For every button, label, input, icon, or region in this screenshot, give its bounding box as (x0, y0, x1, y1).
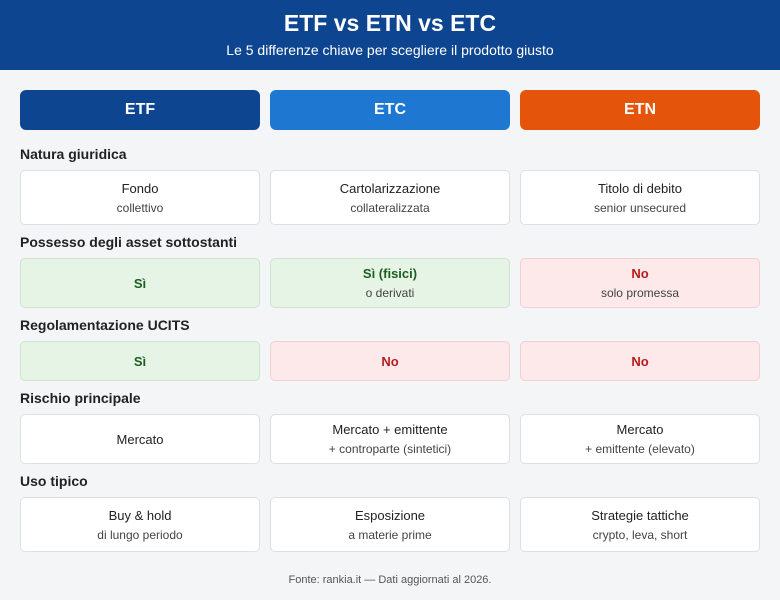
cell-main: Esposizione (354, 507, 426, 523)
cell-sub: di lungo periodo (97, 527, 183, 542)
cell: Sì (20, 341, 260, 381)
cell: No (270, 341, 510, 381)
cell-sub: senior unsecured (593, 200, 687, 215)
cell: No (520, 341, 760, 381)
cell-main: Buy & hold (108, 507, 172, 523)
cell-main: Fondo (121, 180, 159, 196)
cell-sub: + emittente (elevato) (585, 442, 695, 456)
cell-main: Cartolarizzazione (339, 180, 441, 196)
cell: Mercato + emittente + controparte (sintet… (270, 414, 510, 464)
cell: No solo promessa (520, 258, 760, 308)
cell: Mercato + emittente (elevato) (520, 414, 760, 464)
row-label: Natura giuridica (20, 146, 127, 162)
cell: Esposizione a materie prime (270, 497, 510, 552)
header: ETF vs ETN vs ETC Le 5 differenze chiave… (0, 0, 780, 70)
column-header: ETC (270, 90, 510, 130)
cell: Sì (20, 258, 260, 308)
cell: Titolo di debito senior unsecured (520, 170, 760, 225)
cell-main: No (381, 353, 399, 369)
cell-main: Sì (fisici) (362, 266, 418, 281)
row-label: Possesso degli asset sottostanti (20, 234, 238, 250)
column-header: ETN (520, 90, 760, 130)
column-header: ETF (20, 90, 260, 130)
row-label: Regolamentazione UCITS (20, 317, 190, 333)
footer: Fonte: rankia.it — Dati aggiornati al 20… (288, 574, 492, 586)
cell-main: Mercato + emittente (332, 422, 448, 437)
cell-main: Mercato (116, 431, 164, 447)
cell-sub: o derivati (365, 286, 415, 300)
cell-sub: crypto, leva, short (592, 527, 688, 542)
cell-sub: solo promessa (600, 286, 680, 300)
cell-sub: a materie prime (348, 527, 432, 542)
cell-main: Mercato (616, 422, 664, 437)
cell-main: No (631, 266, 649, 281)
cell-sub: collateralizzata (350, 200, 430, 215)
cell-main: Sì (133, 353, 147, 369)
row-label: Rischio principale (20, 390, 141, 406)
cell-main: Sì (133, 275, 147, 291)
cell-main: No (631, 353, 649, 369)
cell: Buy & hold di lungo periodo (20, 497, 260, 552)
cell: Sì (fisici) o derivati (270, 258, 510, 308)
cell: Fondo collettivo (20, 170, 260, 225)
title: ETF vs ETN vs ETC (283, 10, 497, 36)
cell-sub: collettivo (116, 200, 164, 215)
cell: Strategie tattiche crypto, leva, short (520, 497, 760, 552)
cell: Cartolarizzazione collateralizzata (270, 170, 510, 225)
cell-main: Strategie tattiche (591, 507, 689, 523)
cell-main: Titolo di debito (597, 180, 683, 196)
cell-sub: + controparte (sintetici) (328, 442, 452, 456)
row-label: Uso tipico (20, 473, 88, 489)
cell: Mercato (20, 414, 260, 464)
subtitle: Le 5 differenze chiave per scegliere il … (226, 42, 554, 58)
